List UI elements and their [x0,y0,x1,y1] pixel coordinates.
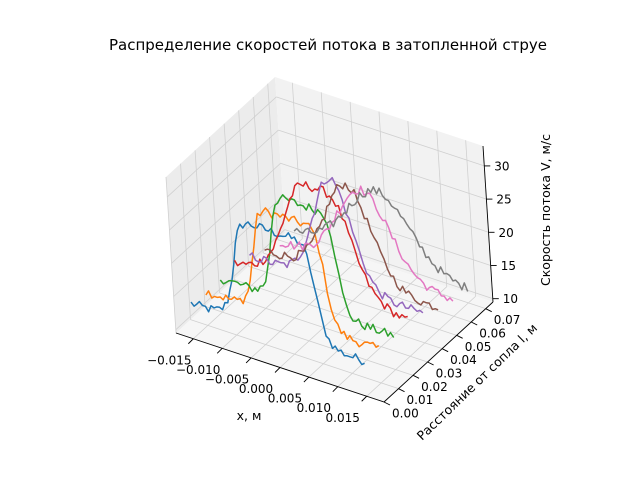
grid-line-z-left [173,196,283,297]
x-tick-label: 0.000 [239,382,273,396]
velocity-profile-l-0_02 [219,194,395,338]
velocity-profile-l-0_03 [233,181,408,319]
grid-line-x-back [407,121,419,278]
grid-line-y-left [209,136,220,294]
velocity-profile-l-0_06 [279,185,454,302]
grid-line-x-back [378,111,390,268]
x-tick-label: 0.010 [297,401,331,415]
grid-line-y-left [223,123,235,280]
grid-line-y-floor [234,279,443,350]
velocity-profile-l-0_04 [249,176,424,314]
x-tick [188,338,194,345]
y-tick [412,374,420,379]
grid-line-z-left [169,129,279,231]
grid-line-x-floor [221,248,332,349]
grid-line-x-back [291,82,303,239]
grid-line-y-floor [204,305,414,376]
y-tick [485,308,492,313]
chart-title: Распределение скоростей потока в затопле… [109,36,547,54]
chart-series-layer [190,176,469,366]
y-axis-line [383,301,494,403]
x-tick [303,376,310,383]
y-tick-label: 0.06 [479,327,506,341]
z-tick-label: 20 [499,226,514,240]
grid-line-z-back [276,96,485,167]
grid-line-y-floor [190,319,399,390]
z-tick-label: 10 [503,292,518,306]
grid-line-z-back [282,196,491,266]
x-tick [332,386,339,392]
x-tick-label: −0.005 [205,372,249,386]
y-tick-label: 0.00 [392,407,419,421]
x-tick [274,367,281,373]
grid-line-x-back [465,140,477,297]
y-tick [470,321,478,326]
grid-line-x-floor [366,295,476,397]
pane-left [166,77,285,333]
y-tick-label: 0.05 [465,340,492,354]
grid-line-y-floor [277,239,486,310]
y-tick-label: 0.04 [450,353,477,367]
grid-line-y-left [180,163,191,320]
chart-grid [165,82,493,403]
grid-line-y-left [252,96,264,254]
y-tick-label: 0.07 [494,313,521,327]
x-axis-label: x, м [237,408,262,423]
x-tick [245,357,252,364]
velocity-profile-l-0_07 [293,186,469,292]
y-tick [456,334,463,339]
grid-line-x-back [349,101,361,258]
x-tick-label: −0.015 [147,353,191,367]
velocity-profile-l-0_05 [264,182,439,311]
y-tick-label: 0.02 [421,380,448,394]
grid-line-x-floor [250,257,361,359]
grid-line-z-back [278,129,487,200]
grid-line-y-left [165,176,177,334]
grid-line-z-left [167,96,277,198]
grid-line-y-floor [263,252,472,323]
x-tick-label: −0.010 [176,363,220,377]
y-tick [383,401,391,406]
velocity-profile-l-0_01 [205,207,380,348]
x-tick-label: 0.005 [268,392,302,406]
x-tick-label: 0.015 [326,411,360,425]
grid-line-x-back [436,130,448,287]
y-tick-label: 0.01 [407,393,434,407]
grid-line-y-left [238,110,250,267]
y-tick [398,388,405,393]
x-tick [216,348,223,354]
grid-line-y-left [194,150,206,307]
z-tick-label: 30 [494,159,509,173]
y-tick [441,348,449,353]
grid-line-y-floor [248,265,457,336]
x-tick [361,395,367,402]
y-tick-label: 0.03 [436,367,463,381]
z-tick-label: 15 [501,259,516,273]
grid-line-x-back [320,92,332,249]
grid-line-z-left [175,229,286,330]
y-tick [427,361,434,366]
z-axis-label: Скорость потока V, м/с [538,134,553,286]
grid-line-z-left [171,163,281,264]
z-tick-label: 25 [496,193,511,207]
z-axis-line [482,145,494,303]
